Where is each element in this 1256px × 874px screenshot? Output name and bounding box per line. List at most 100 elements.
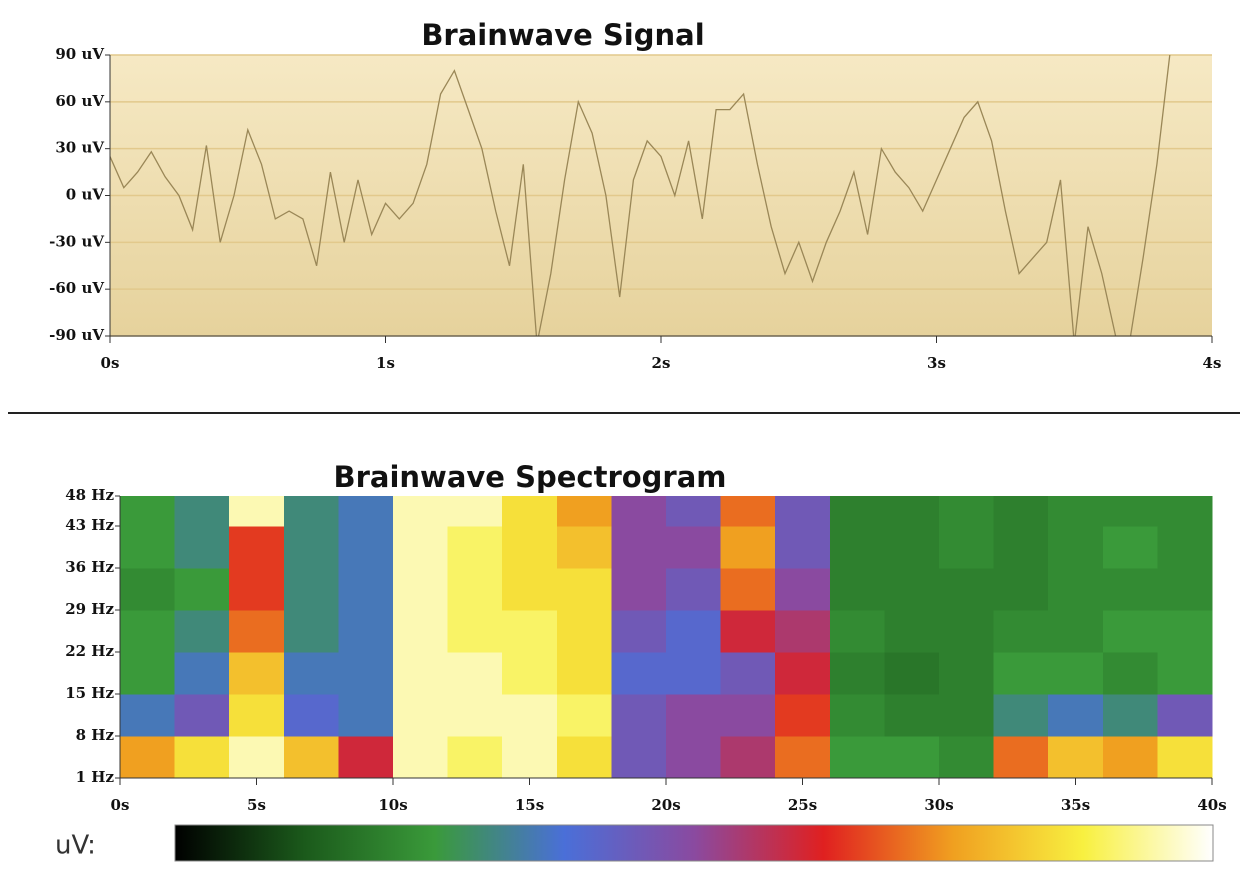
cell (556, 694, 612, 737)
cell (720, 652, 776, 695)
cell (1102, 496, 1158, 527)
cell (1048, 610, 1104, 653)
cell (993, 736, 1049, 779)
cell (884, 610, 940, 653)
cell (120, 526, 176, 569)
cell (229, 526, 285, 569)
cell (1157, 526, 1213, 569)
cell (720, 610, 776, 653)
cell (229, 496, 285, 527)
x-tick-label: 5s (247, 796, 266, 814)
cell (884, 694, 940, 737)
cell (939, 694, 995, 737)
x-tick-label: 4s (1203, 354, 1222, 372)
cell (611, 694, 667, 737)
y-tick-label: 15 Hz (65, 684, 114, 702)
x-tick-label: 30s (924, 796, 953, 814)
y-tick-label: 1 Hz (76, 768, 115, 786)
y-tick-label: 90 uV (55, 45, 104, 63)
cell (939, 568, 995, 611)
x-tick-label: 2s (652, 354, 671, 372)
cell (229, 610, 285, 653)
cell (884, 652, 940, 695)
cell (829, 526, 885, 569)
cell (174, 736, 230, 779)
signal-line (110, 55, 1171, 336)
cell (447, 652, 503, 695)
cell (993, 694, 1049, 737)
x-tick-label: 10s (378, 796, 407, 814)
cell (611, 736, 667, 779)
x-tick-label: 15s (515, 796, 544, 814)
cell (556, 568, 612, 611)
cell (1102, 526, 1158, 569)
y-tick-label: 60 uV (55, 92, 104, 110)
x-tick-label: 0s (101, 354, 120, 372)
cell (283, 526, 339, 569)
cell (666, 526, 722, 569)
cell (939, 526, 995, 569)
x-tick-label: 0s (111, 796, 130, 814)
colorbar-label: uV: (55, 831, 96, 861)
cell (775, 526, 831, 569)
cell (884, 568, 940, 611)
cell (502, 694, 558, 737)
cell (1048, 736, 1104, 779)
cell (174, 652, 230, 695)
cell (939, 736, 995, 779)
cell (502, 568, 558, 611)
y-tick-label: -30 uV (49, 232, 104, 250)
x-tick-label: 1s (376, 354, 395, 372)
y-tick-label: -90 uV (49, 326, 104, 344)
y-tick-label: 48 Hz (65, 486, 114, 504)
cell (174, 610, 230, 653)
cell (939, 610, 995, 653)
cell (338, 736, 394, 779)
cell (338, 610, 394, 653)
y-tick-label: 8 Hz (76, 726, 115, 744)
cell (1102, 568, 1158, 611)
cell (993, 610, 1049, 653)
cell (502, 496, 558, 527)
cell (775, 496, 831, 527)
cell (1048, 496, 1104, 527)
cell (1157, 652, 1213, 695)
cell (338, 526, 394, 569)
cell (1102, 736, 1158, 779)
cell (447, 568, 503, 611)
cell (283, 736, 339, 779)
cell (174, 496, 230, 527)
cell (556, 652, 612, 695)
cell (1157, 496, 1213, 527)
cell (283, 652, 339, 695)
cell (775, 610, 831, 653)
cell (283, 610, 339, 653)
colorbar (174, 824, 1214, 862)
y-tick-label: 36 Hz (65, 558, 114, 576)
cell (393, 736, 449, 779)
cell (611, 610, 667, 653)
cell (393, 526, 449, 569)
cell (1102, 652, 1158, 695)
cell (120, 568, 176, 611)
cell (993, 526, 1049, 569)
x-tick-label: 40s (1197, 796, 1226, 814)
cell (1157, 694, 1213, 737)
cell (611, 526, 667, 569)
cell (666, 496, 722, 527)
y-tick-label: 30 uV (55, 139, 104, 157)
cell (611, 568, 667, 611)
cell (666, 652, 722, 695)
cell (283, 568, 339, 611)
cell (1048, 526, 1104, 569)
cell (1157, 610, 1213, 653)
y-tick-label: 43 Hz (65, 516, 114, 534)
cell (720, 568, 776, 611)
cell (447, 736, 503, 779)
cell (174, 694, 230, 737)
cell (338, 652, 394, 695)
cell (447, 526, 503, 569)
cell (829, 652, 885, 695)
cell (775, 694, 831, 737)
